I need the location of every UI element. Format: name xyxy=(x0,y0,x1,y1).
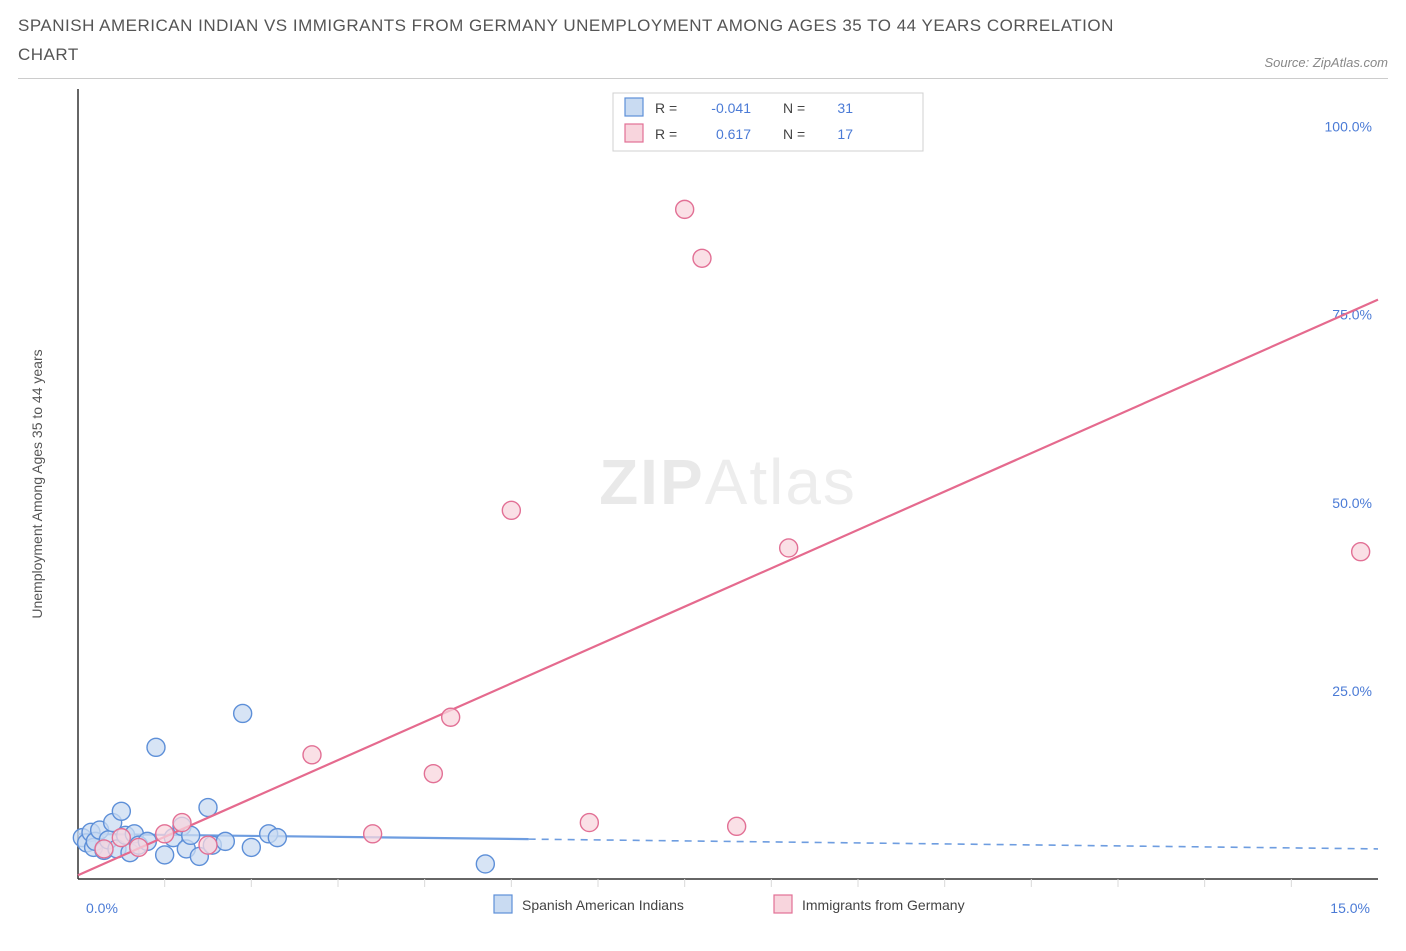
legend-r-label: R = xyxy=(655,126,677,142)
data-point xyxy=(156,846,174,864)
legend-r-value: 0.617 xyxy=(716,126,751,142)
trend-line-ext xyxy=(529,839,1378,849)
legend-swatch xyxy=(774,895,792,913)
legend-swatch xyxy=(494,895,512,913)
chart-source: Source: ZipAtlas.com xyxy=(1264,55,1388,70)
legend-series-name: Immigrants from Germany xyxy=(802,897,965,913)
watermark: ZIPAtlas xyxy=(599,446,857,518)
legend-n-value: 17 xyxy=(837,126,853,142)
data-point xyxy=(147,738,165,756)
data-point xyxy=(95,840,113,858)
data-point xyxy=(199,836,217,854)
y-axis-label: Unemployment Among Ages 35 to 44 years xyxy=(29,349,45,618)
data-point xyxy=(580,813,598,831)
data-point xyxy=(268,828,286,846)
data-point xyxy=(216,832,234,850)
y-tick-label: 25.0% xyxy=(1332,683,1372,699)
y-tick-label: 50.0% xyxy=(1332,495,1372,511)
legend-r-label: R = xyxy=(655,100,677,116)
data-point xyxy=(173,813,191,831)
data-point xyxy=(234,704,252,722)
legend-n-label: N = xyxy=(783,126,805,142)
data-point xyxy=(476,855,494,873)
chart-title: SPANISH AMERICAN INDIAN VS IMMIGRANTS FR… xyxy=(18,12,1118,70)
data-point xyxy=(442,708,460,726)
correlation-scatter-chart: ZIPAtlas 25.0% 50.0% 75.0% 100.0% Unemploymen… xyxy=(18,79,1398,939)
data-point xyxy=(156,825,174,843)
y-origin-label: 15.0% xyxy=(1330,900,1370,916)
legend-series-name: Spanish American Indians xyxy=(522,897,684,913)
data-point xyxy=(780,539,798,557)
legend-swatch xyxy=(625,124,643,142)
data-point xyxy=(303,746,321,764)
data-point xyxy=(1352,542,1370,560)
y-tick-label: 100.0% xyxy=(1325,118,1372,134)
data-point xyxy=(676,200,694,218)
data-point xyxy=(502,501,520,519)
chart-container: ZIPAtlas 25.0% 50.0% 75.0% 100.0% Unemploymen… xyxy=(18,78,1388,939)
data-point xyxy=(130,838,148,856)
legend-swatch xyxy=(625,98,643,116)
data-point xyxy=(424,764,442,782)
data-point xyxy=(242,838,260,856)
x-origin-label: 0.0% xyxy=(86,900,118,916)
data-point xyxy=(728,817,746,835)
data-point xyxy=(693,249,711,267)
chart-header: SPANISH AMERICAN INDIAN VS IMMIGRANTS FR… xyxy=(18,12,1388,70)
trend-line xyxy=(78,299,1378,875)
data-point xyxy=(112,828,130,846)
legend-n-value: 31 xyxy=(837,100,853,116)
data-point xyxy=(112,802,130,820)
legend-n-label: N = xyxy=(783,100,805,116)
y-tick-label: 75.0% xyxy=(1332,306,1372,322)
data-point xyxy=(364,825,382,843)
legend-r-value: -0.041 xyxy=(711,100,751,116)
